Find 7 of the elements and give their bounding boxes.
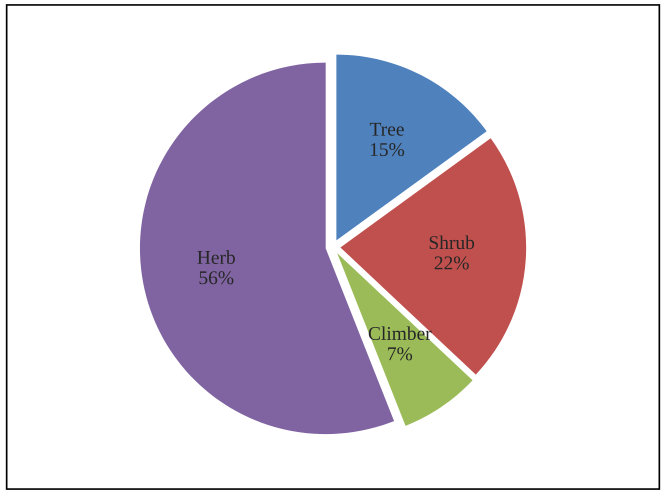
data-label: 7% [388,347,412,360]
slice-label: Herb [197,250,235,264]
data-label: 22% [434,256,469,270]
data-label: 15% [370,142,404,156]
data-label: 56% [200,271,234,284]
slice-label: Tree [370,122,404,136]
slice-label: Shrub [430,235,474,250]
